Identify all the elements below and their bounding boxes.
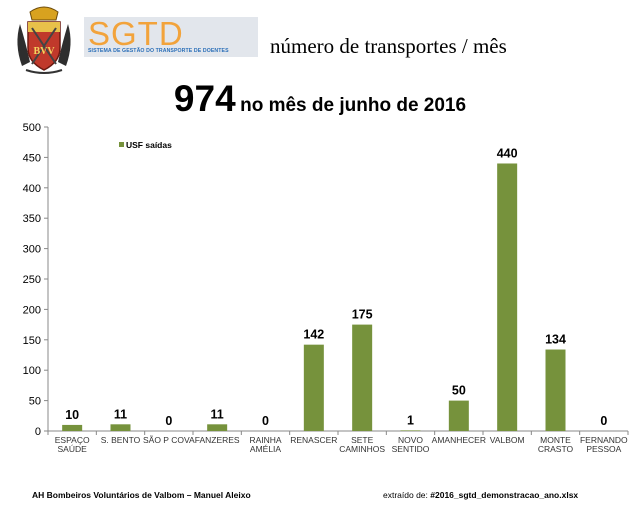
footer-source-file: #2016_sgtd_demonstracao_ano.xlsx (430, 490, 579, 500)
legend-swatch (119, 142, 124, 147)
data-label: 11 (114, 407, 127, 421)
category-label: SAÚDE (58, 444, 88, 454)
chart-title-total: 974 (173, 78, 236, 119)
category-label: ESPAÇO (55, 435, 90, 445)
bar (352, 324, 373, 431)
category-label: SENTIDO (392, 444, 430, 454)
chart-title: 974 no mês de junho de 2016 (0, 78, 640, 120)
legend-label: USF saídas (126, 140, 172, 150)
bar (545, 349, 566, 431)
category-label: MONTE (540, 435, 571, 445)
category-label: RAINHA (249, 435, 281, 445)
bar (303, 344, 324, 431)
category-label: AMÉLIA (250, 444, 282, 454)
y-tick-label: 300 (23, 244, 41, 256)
y-tick-label: 250 (23, 274, 41, 286)
y-tick-label: 450 (23, 152, 41, 164)
data-label: 440 (497, 146, 518, 160)
y-tick-label: 400 (23, 183, 41, 195)
crest-initials: BVV (33, 46, 55, 57)
category-label: FERNANDO (580, 435, 628, 445)
page-heading: número de transportes / mês (270, 34, 507, 58)
category-label: AMANHECER (432, 435, 486, 445)
data-label: 50 (452, 384, 466, 398)
bar (207, 424, 228, 431)
fire-brigade-crest-icon: BVV (17, 6, 71, 74)
sgtd-logo: SGTD SISTEMA DE GESTÃO DO TRANSPORTE DE … (84, 15, 258, 57)
logo-text: SGTD (88, 15, 184, 52)
bar (448, 400, 469, 431)
category-label: CRASTO (538, 444, 574, 454)
footer-source-prefix: extraído de: (383, 490, 431, 500)
footer-source: extraído de: #2016_sgtd_demonstracao_ano… (383, 490, 578, 500)
category-label: NOVO (398, 435, 423, 445)
data-label: 11 (211, 407, 224, 421)
category-label: S. BENTO (101, 435, 141, 445)
legend: USF saídas (119, 140, 172, 150)
logo-subtitle: SISTEMA DE GESTÃO DO TRANSPORTE DE DOENT… (88, 48, 229, 54)
footer-credit: AH Bombeiros Voluntários de Valbom – Man… (32, 490, 251, 500)
y-tick-label: 500 (23, 122, 41, 134)
data-label: 0 (262, 414, 269, 428)
y-tick-label: 200 (23, 304, 41, 316)
y-tick-label: 0 (35, 426, 41, 438)
category-label: CAMINHOS (339, 444, 385, 454)
bar (400, 430, 421, 431)
data-labels: 10 11 0 11 0 142 175 1 50 440 134 0 (65, 146, 607, 428)
data-label: 134 (545, 333, 566, 347)
data-label: 1 (407, 413, 414, 427)
category-label: VALBOM (490, 435, 525, 445)
bar (62, 424, 83, 431)
category-label: PESSOA (586, 444, 621, 454)
data-label: 175 (352, 308, 373, 322)
bar (497, 163, 518, 432)
category-label: FANZERES (195, 435, 240, 445)
data-label: 0 (600, 414, 607, 428)
bars (62, 163, 566, 432)
data-label: 142 (303, 328, 324, 342)
y-tick-label: 50 (29, 396, 41, 408)
y-tick-label: 350 (23, 213, 41, 225)
category-label: SÃO P COVA (143, 435, 195, 445)
data-label: 0 (165, 414, 172, 428)
category-label: RENASCER (290, 435, 337, 445)
chart-title-period: no mês de junho de 2016 (240, 95, 467, 116)
bar (110, 424, 131, 431)
category-label: SETE (351, 435, 374, 445)
y-tick-label: 100 (23, 365, 41, 377)
data-label: 10 (65, 408, 79, 422)
y-tick-label: 150 (23, 335, 41, 347)
